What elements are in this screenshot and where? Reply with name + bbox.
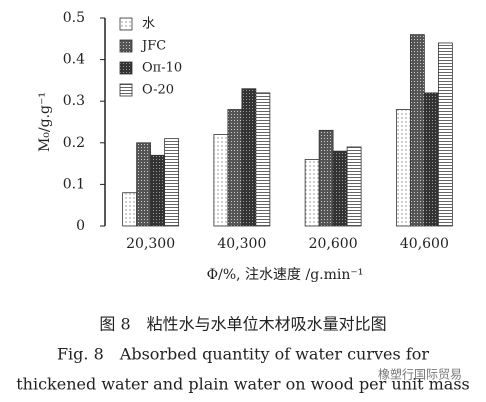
y-tick-label: 0.3	[63, 93, 85, 109]
legend-swatch	[119, 61, 133, 75]
y-tick-label: 0.4	[63, 52, 85, 68]
bar	[409, 34, 425, 227]
y-tick-label: 0	[76, 218, 85, 234]
x-axis-label: Φ/%, 注水速度 /g.min⁻¹	[207, 267, 364, 283]
bar	[122, 192, 138, 227]
y-tick-label: 0.5	[63, 10, 85, 26]
x-tick-label: 40,300	[217, 236, 266, 252]
bar	[241, 88, 257, 227]
caption-en: Fig. 8 Absorbed quantity of water curves…	[57, 345, 429, 364]
watermark: 橡塑行国际贸易	[378, 367, 462, 382]
legend-swatch	[119, 17, 133, 31]
legend-label: O-20	[142, 83, 174, 98]
x-tick-label: 20,300	[126, 236, 175, 252]
y-tick-label: 0.1	[63, 176, 85, 192]
bar	[423, 92, 439, 227]
y-axis-label: M₀/g.g⁻¹	[37, 92, 53, 152]
bar	[213, 134, 229, 227]
caption-zh: 图 8 粘性水与水单位木材吸水量对比图	[99, 315, 386, 334]
bar	[255, 92, 271, 227]
bar	[437, 42, 453, 227]
caption-en: thickened water and plain water on wood …	[16, 375, 470, 394]
legend-swatch	[119, 39, 133, 53]
y-tick-label: 0.2	[63, 135, 85, 151]
legend-swatch	[119, 83, 133, 97]
bar	[318, 129, 334, 227]
legend-label: 水	[142, 17, 155, 32]
bar	[395, 109, 411, 227]
x-tick-label: 20,600	[309, 236, 358, 252]
bar	[346, 146, 362, 227]
bar	[227, 109, 243, 227]
x-tick-label: 40,600	[400, 236, 449, 252]
bar	[150, 154, 166, 227]
bar	[332, 150, 348, 227]
legend-label: JFC	[140, 39, 166, 54]
bar	[304, 159, 320, 227]
legend-label: Oπ-10	[142, 61, 182, 76]
bar	[164, 138, 180, 227]
bar	[136, 142, 152, 227]
